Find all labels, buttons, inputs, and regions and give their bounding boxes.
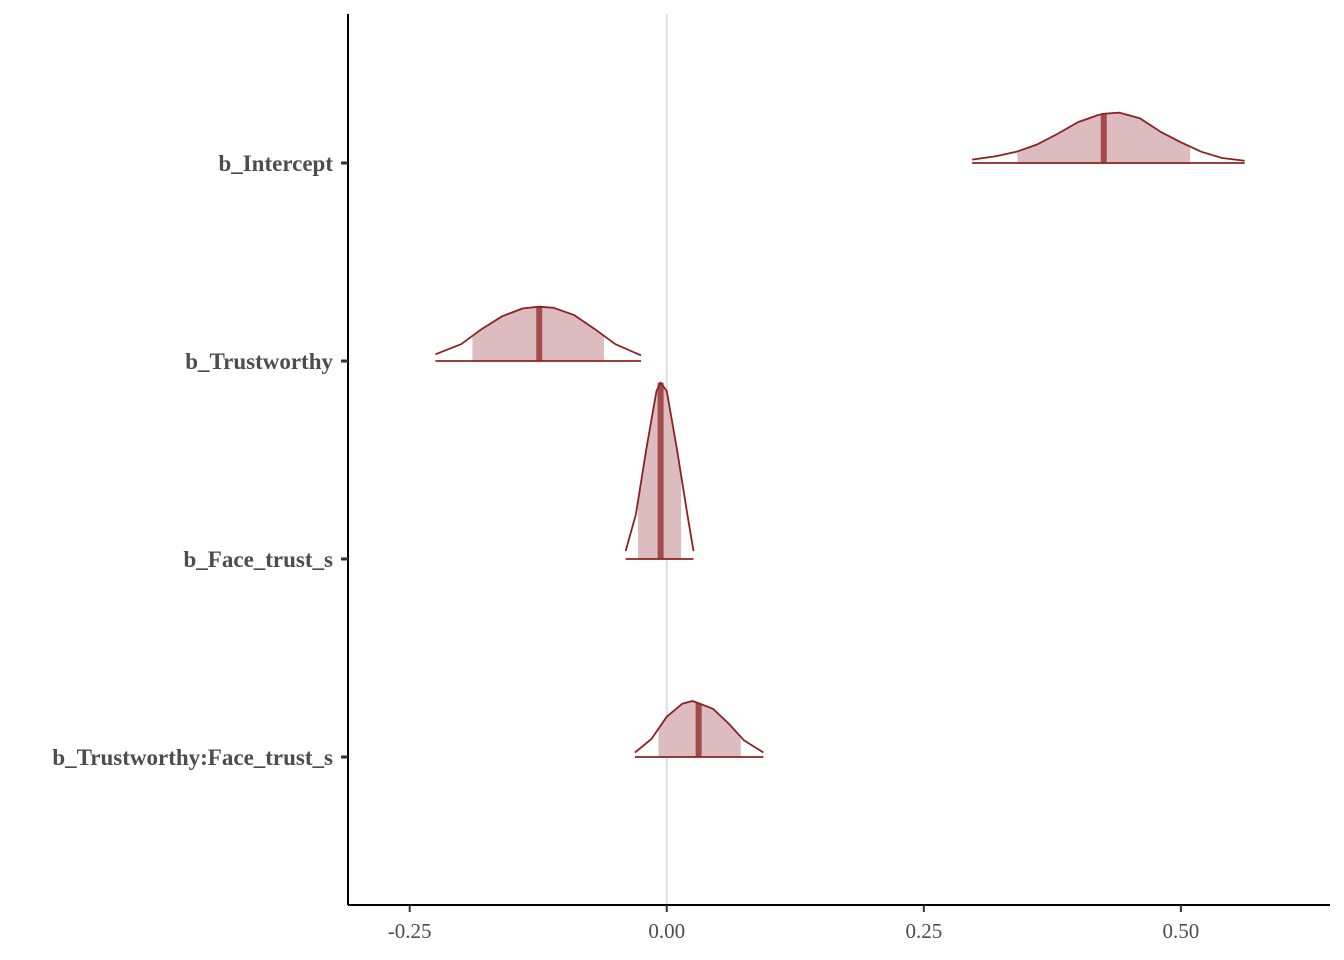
x-tick-label: -0.25: [388, 919, 432, 943]
density-curve: [624, 381, 695, 552]
density-curve: [972, 111, 1245, 162]
parameter-label: b_Trustworthy: [185, 349, 333, 374]
x-tick-label: 0.50: [1163, 919, 1200, 943]
density-ridge: [435, 305, 642, 362]
parameter-label: b_Trustworthy:Face_trust_s: [52, 745, 333, 770]
density-curve: [634, 700, 764, 754]
density-ridge: [972, 111, 1245, 164]
parameter-label: b_Face_trust_s: [184, 547, 334, 572]
parameter-label: b_Intercept: [218, 151, 333, 176]
x-tick-label: 0.00: [648, 919, 685, 943]
density-ridge: [634, 700, 764, 758]
density-ridge: [624, 381, 695, 560]
x-tick-label: 0.25: [905, 919, 942, 943]
density-curve: [435, 305, 642, 357]
